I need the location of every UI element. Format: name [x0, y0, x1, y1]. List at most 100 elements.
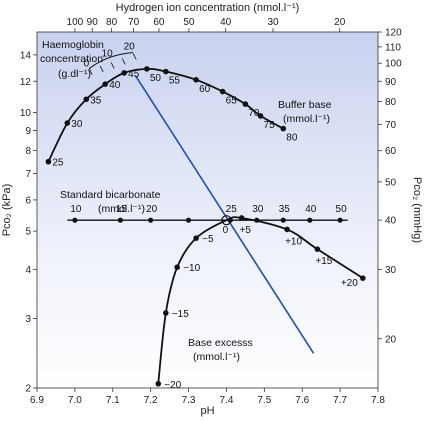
right-tick-label: 90 [385, 77, 397, 88]
standard-bicarbonate-point-label: 20 [146, 204, 158, 215]
base-excess-point [360, 275, 366, 281]
base-excess-curve [157, 216, 364, 384]
right-tick-label: 60 [385, 146, 397, 157]
right-tick-label: 50 [385, 177, 397, 188]
standard-bicarbonate-unit: (mmol.l⁻¹) [98, 203, 145, 215]
haemoglobin-scale-label: 10 [102, 49, 114, 60]
top-tick-label: 20 [334, 17, 346, 28]
haemoglobin-scale-tick [110, 62, 115, 69]
base-excess-point [155, 380, 162, 387]
right-tick-label: 70 [385, 120, 397, 131]
haemoglobin-unit: (g.dl⁻¹) [58, 68, 91, 80]
base-excess-point-label: −20 [164, 380, 181, 391]
standard-bicarbonate-point [72, 217, 78, 223]
x-tick-label: 7.8 [371, 395, 385, 406]
base-excess-point-label: −10 [183, 263, 200, 274]
top-tick-label: 30 [267, 17, 279, 28]
standard-bicarbonate-point [148, 217, 154, 223]
buffer-base-point-label: 30 [71, 119, 83, 130]
left-tick-label: 3 [25, 314, 31, 325]
base-excess-point-label: +10 [285, 236, 302, 247]
haemoglobin-scale-label: 0 [84, 59, 90, 70]
buffer-base-point-label: 35 [90, 95, 102, 106]
base-excess-point-label: +5 [240, 225, 252, 236]
haemoglobin-title: Haemoglobin [42, 39, 104, 51]
top-tick-label: 50 [183, 17, 195, 28]
x-tick-label: 7.6 [295, 395, 309, 406]
right-tick-label: 110 [385, 42, 401, 53]
haemoglobin-scale [88, 52, 134, 69]
plot-area [36, 31, 379, 389]
x-tick-label: 7.0 [68, 395, 82, 406]
top-tick-label: 70 [128, 17, 140, 28]
buffer-base-point-label: 55 [169, 76, 181, 87]
standard-bicarbonate-point-label: 50 [336, 204, 348, 215]
standard-bicarbonate-point [307, 217, 313, 223]
buffer-base-point-label: 50 [150, 73, 162, 84]
haemoglobin-line [134, 75, 315, 354]
standard-bicarbonate-title: Standard bicarbonate [60, 189, 161, 201]
buffer-base-point [83, 96, 90, 103]
buffer-base-point [144, 66, 150, 72]
haemoglobin-scale-tick [88, 68, 93, 75]
standard-bicarbonate-point [185, 217, 192, 223]
left-axis-title: Pco₂ (kPa) [1, 184, 13, 237]
buffer-base-point [193, 77, 199, 83]
standard-bicarbonate-point-label: 40 [305, 204, 317, 215]
standard-bicarbonate-point-label: 35 [279, 204, 291, 215]
left-tick-label: 7 [25, 169, 31, 180]
base-excess-point [174, 264, 180, 271]
right-tick-label: 100 [385, 59, 402, 70]
top-tick-label: 40 [220, 17, 232, 28]
buffer-base-point [280, 125, 287, 132]
right-tick-label: 40 [385, 216, 397, 227]
top-tick-label: 90 [87, 17, 99, 28]
base-excess-unit: (mmol.l⁻¹) [193, 351, 240, 363]
base-excess-point-label: −15 [172, 309, 189, 320]
buffer-base-point-label: 45 [128, 69, 140, 80]
standard-bicarbonate-point [280, 217, 286, 223]
left-tick-label: 6 [25, 195, 31, 206]
standard-bicarbonate-point-label: 30 [252, 204, 264, 215]
standard-bicarbonate-point-label: 25 [226, 204, 238, 215]
left-tick-label: 5 [25, 227, 31, 238]
base-excess-point [314, 246, 321, 252]
buffer-base-point [219, 88, 226, 95]
right-axis-title: Pco₂ (mmHg) [411, 177, 423, 243]
top-axis-title: Hydrogen ion concentration (nmol.l⁻¹) [116, 2, 300, 14]
base-excess-title: Base excesss [188, 337, 253, 349]
left-tick-label: 8 [25, 146, 31, 157]
top-tick-label: 80 [106, 17, 118, 28]
buffer-base-title: Buffer base [278, 99, 332, 111]
buffer-base-point [121, 70, 127, 76]
buffer-base-point-label: 60 [199, 84, 211, 95]
left-tick-label: 12 [20, 77, 32, 88]
buffer-base-point-label: 75 [264, 120, 276, 131]
top-tick-label: 100 [67, 17, 84, 28]
haemoglobin-title-2: concentration [40, 53, 103, 65]
right-tick-label: 120 [385, 28, 402, 39]
buffer-base-point [242, 101, 249, 107]
buffer-base-point-label: 80 [286, 133, 298, 144]
buffer-base-point-label: 25 [52, 158, 64, 169]
buffer-base-unit: (mmol.l⁻¹) [283, 113, 330, 125]
buffer-base-point [257, 113, 264, 119]
left-tick-label: 4 [25, 265, 31, 276]
x-tick-label: 7.3 [182, 395, 196, 406]
x-axis-title: pH [200, 405, 214, 417]
base-excess-point-label: 0 [223, 225, 229, 236]
standard-bicarbonate-point [337, 217, 343, 223]
normal-point-marker [221, 215, 232, 226]
x-tick-label: 7.7 [333, 395, 347, 406]
right-tick-label: 30 [385, 265, 397, 276]
buffer-base-point-label: 70 [248, 108, 260, 119]
standard-bicarbonate-point-label: 15 [116, 204, 128, 215]
standard-bicarbonate-point [117, 217, 123, 223]
right-tick-label: 20 [385, 334, 397, 345]
base-excess-point [284, 226, 290, 233]
left-tick-label: 10 [20, 108, 32, 119]
right-tick-label: 80 [385, 97, 397, 108]
buffer-base-point [102, 81, 108, 87]
